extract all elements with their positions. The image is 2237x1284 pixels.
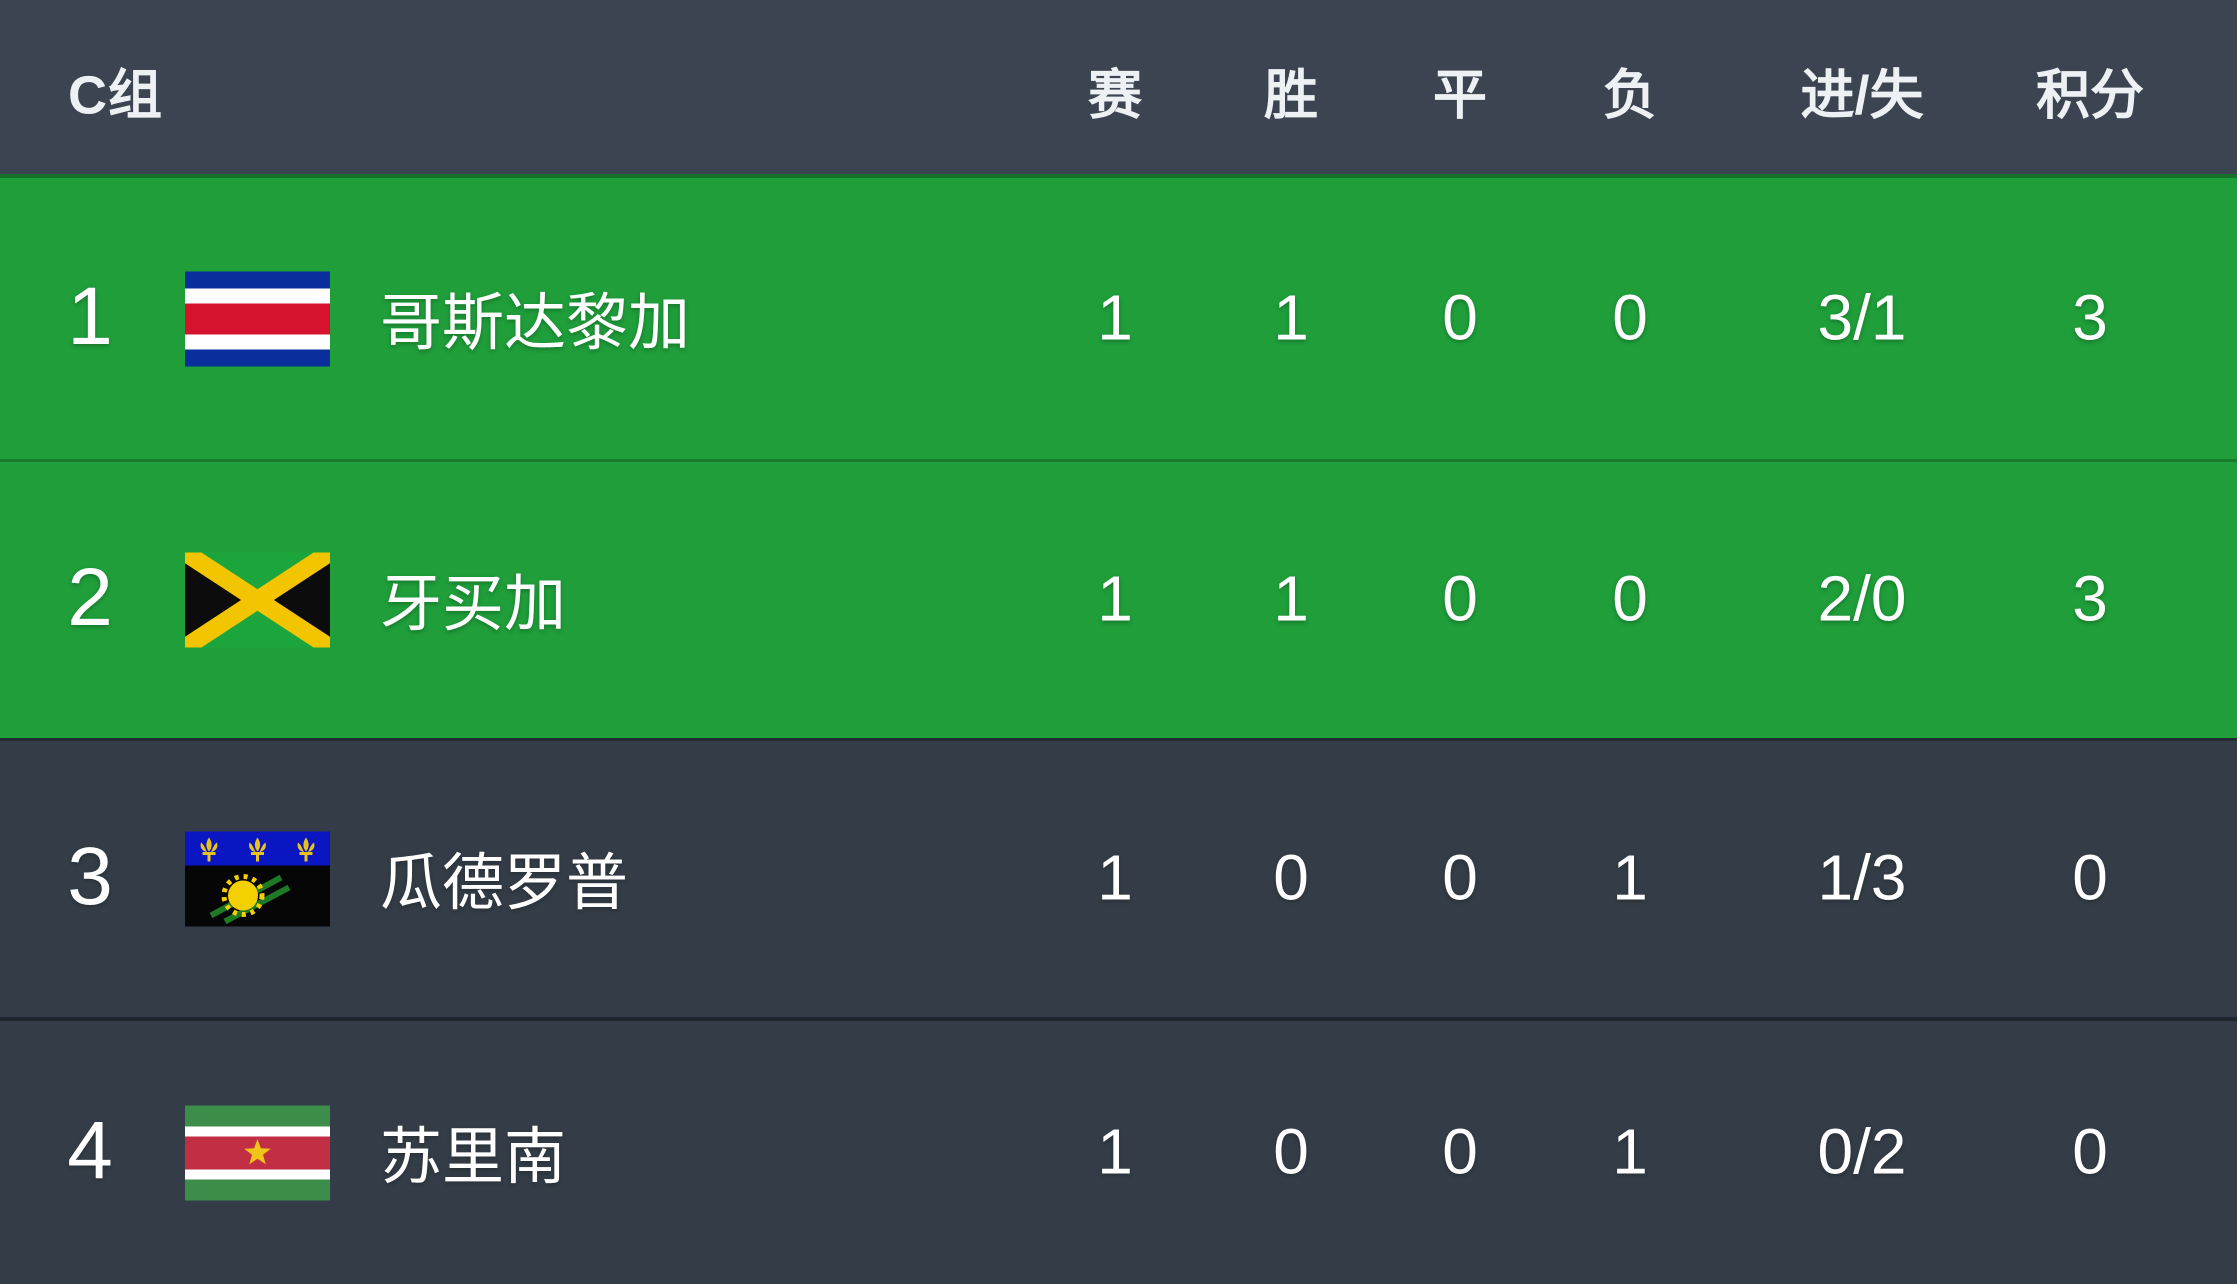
costa-rica-flag-icon (185, 271, 330, 366)
stat-points: 3 (2072, 281, 2108, 354)
suriname-flag-icon (185, 1105, 330, 1200)
group-title: C组 (68, 65, 163, 126)
stat-lost: 1 (1612, 1115, 1648, 1188)
stat-lost: 1 (1612, 841, 1648, 914)
stat-points: 0 (2072, 841, 2108, 914)
stat-lost: 0 (1612, 281, 1648, 354)
stat-goals: 0/2 (1817, 1115, 1907, 1188)
guadeloupe-flag-icon (185, 831, 330, 927)
team-name: 哥斯达黎加 (380, 288, 691, 358)
team-name: 瓜德罗普 (380, 849, 629, 919)
team-name: 牙买加 (380, 570, 567, 640)
rank-number: 4 (67, 1104, 113, 1196)
stat-points: 3 (2072, 562, 2108, 635)
table-row-costa-rica[interactable]: 1 哥斯达黎加 1 1 0 0 3/1 3 (0, 174, 2237, 459)
stat-played: 1 (1097, 562, 1133, 635)
rank-number: 1 (67, 270, 113, 362)
column-header-drawn: 平 (1433, 65, 1487, 126)
stat-points: 0 (2072, 1115, 2108, 1188)
stat-played: 1 (1097, 1115, 1133, 1188)
stat-drawn: 0 (1442, 841, 1478, 914)
stat-goals: 3/1 (1817, 281, 1907, 354)
column-header-goals: 进/失 (1800, 65, 1924, 126)
rank-number: 2 (67, 552, 113, 644)
stat-drawn: 0 (1442, 562, 1478, 635)
stat-won: 1 (1273, 562, 1309, 635)
standings-header-row: C组 赛 胜 平 负 进/失 积分 (0, 0, 2237, 174)
stat-goals: 1/3 (1817, 841, 1907, 914)
stat-goals: 2/0 (1817, 562, 1907, 635)
stat-won: 1 (1273, 281, 1309, 354)
column-header-played: 赛 (1088, 65, 1142, 126)
stat-played: 1 (1097, 841, 1133, 914)
table-row-guadeloupe[interactable]: 3 (0, 738, 2237, 1017)
table-row-jamaica[interactable]: 2 牙买加 1 1 0 0 2/0 3 (0, 459, 2237, 738)
stat-drawn: 0 (1442, 1115, 1478, 1188)
stat-lost: 0 (1612, 562, 1648, 635)
stat-won: 0 (1273, 841, 1309, 914)
jamaica-flag-icon (185, 552, 330, 648)
rank-number: 3 (67, 831, 113, 923)
stat-drawn: 0 (1442, 281, 1478, 354)
column-header-won: 胜 (1264, 65, 1318, 126)
table-row-suriname[interactable]: 4 苏里南 1 0 0 1 0/2 0 (0, 1017, 2237, 1284)
column-header-lost: 负 (1603, 65, 1657, 126)
stat-won: 0 (1273, 1115, 1309, 1188)
team-name: 苏里南 (380, 1122, 567, 1192)
stat-played: 1 (1097, 281, 1133, 354)
column-header-points: 积分 (2036, 65, 2144, 126)
